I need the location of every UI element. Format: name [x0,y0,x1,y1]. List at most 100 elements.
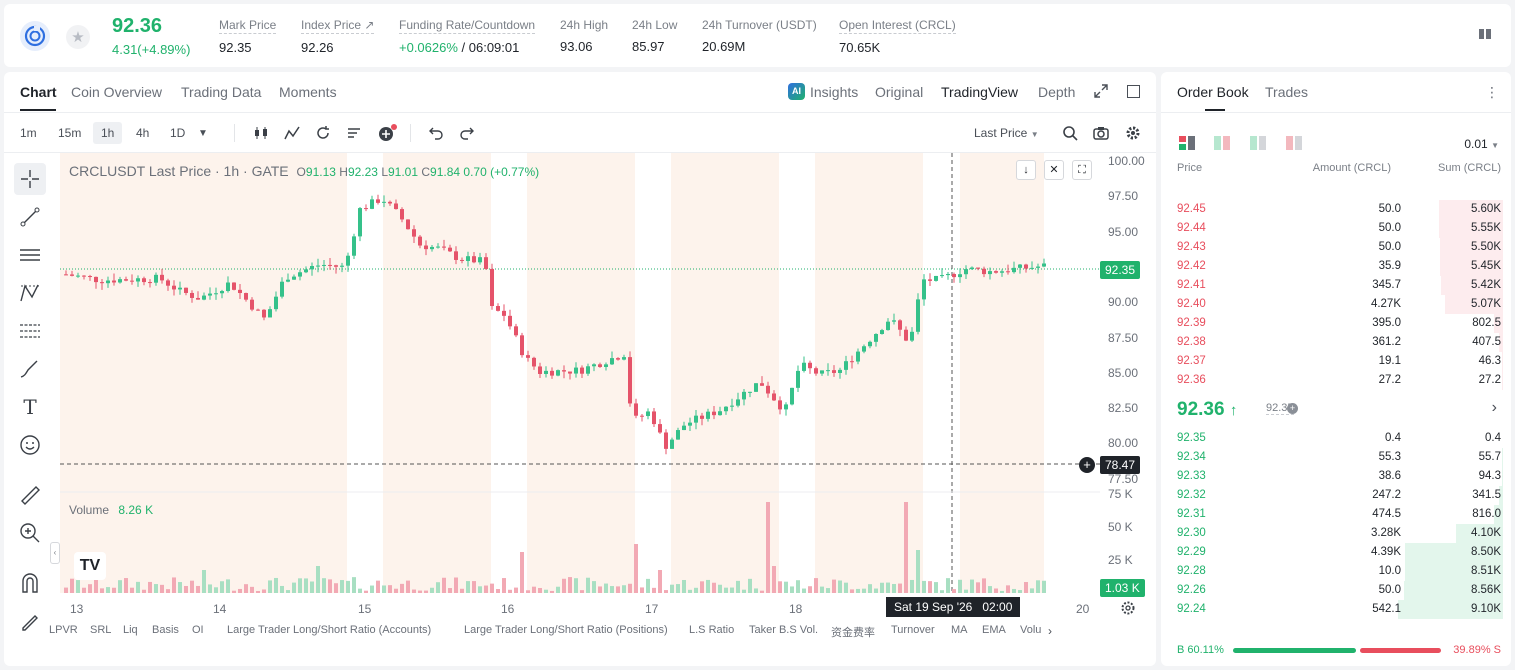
bids-row[interactable]: 92.35 0.4 0.4 [1177,429,1501,448]
asks-row[interactable]: 92.37 19.1 46.3 [1177,352,1503,371]
tab-original[interactable]: Original [875,84,924,100]
fullscreen-icon[interactable]: ⛶ [1072,160,1092,180]
add-indicator-icon[interactable] [378,124,398,145]
view-both-icon[interactable] [1179,136,1195,153]
indicator-tab[interactable]: Large Trader Long/Short Ratio (Accounts) [227,624,432,636]
asks-row[interactable]: 92.43 50.0 5.50K [1177,238,1503,257]
tab-moments[interactable]: Moments [279,84,337,100]
stat-open-interest[interactable]: Open Interest (CRCL) 70.65K [839,18,956,55]
add-alert-icon[interactable]: + [1079,457,1095,473]
trend-line-tool-icon[interactable] [14,201,46,233]
collapse-icon[interactable]: ✕ [1044,160,1064,180]
replay-icon[interactable] [315,125,331,144]
asks-row[interactable]: 92.45 50.0 5.60K [1177,200,1503,219]
interval-15m[interactable]: 15m [58,126,82,140]
tab-chart[interactable]: Chart [20,84,57,100]
chevron-right-icon[interactable]: › [1491,399,1497,416]
bids-row[interactable]: 92.32 247.2 341.5 [1177,486,1503,505]
expand-icon[interactable] [1094,84,1108,101]
stat-index-price[interactable]: Index Price ↗ 92.26 [301,18,375,55]
indicator-tab[interactable]: Taker B.S Vol. [749,624,819,636]
collapse-toolbar-icon[interactable]: ‹ [50,542,60,564]
pattern-tool-icon[interactable] [14,277,46,309]
fib-tool-icon[interactable] [14,315,46,347]
view-bids-icon[interactable] [1250,136,1266,153]
window-icon[interactable] [1127,85,1140,98]
indicator-tab[interactable]: EMA [982,624,1006,636]
zoom-in-tool-icon[interactable] [14,517,46,549]
bids-row[interactable]: 92.33 38.6 94.3 [1177,467,1503,486]
indicator-tab[interactable]: Large Trader Long/Short Ratio (Positions… [464,624,668,636]
indicator-tab[interactable]: MA [951,624,968,636]
brush-tool-icon[interactable] [14,353,46,385]
indicator-tab[interactable]: Volu [1020,624,1042,636]
asks-row[interactable]: 92.41 345.7 5.42K [1177,276,1503,295]
chart-settings-icon[interactable] [1120,600,1136,619]
interval-1h[interactable]: 1h [93,122,123,144]
undo-icon[interactable] [428,126,444,143]
tab-coin-overview[interactable]: Coin Overview [71,84,163,100]
interval-1d[interactable]: 1D [170,126,186,140]
bids-row[interactable]: 92.24 542.1 9.10K [1177,600,1503,619]
asks-row[interactable]: 92.40 4.27K 5.07K [1177,295,1503,314]
indicator-tab[interactable]: Turnover [891,624,935,636]
bids-row[interactable]: 92.34 55.3 55.7 [1177,448,1503,467]
stat-funding-rate[interactable]: Funding Rate/Countdown +0.0626% / 06:09:… [399,18,536,55]
book-icon[interactable] [1477,26,1495,44]
tab-insights[interactable]: Insights [810,84,859,100]
price-chart[interactable] [60,153,1100,593]
precision-select[interactable]: 0.01 ▼ [1464,137,1499,151]
settings-gear-icon[interactable] [1125,125,1141,144]
asks-row[interactable]: 92.36 27.2 27.2 [1177,371,1503,390]
favorite-star-icon[interactable]: ★ [66,25,90,49]
volume-bar [274,577,278,593]
indicators-icon[interactable] [284,125,300,144]
indicator-scroll-right-icon[interactable]: › [1048,624,1052,638]
search-icon[interactable] [1062,125,1078,144]
interval-1m[interactable]: 1m [20,126,37,140]
magnet-tool-icon[interactable] [14,567,46,599]
stat-mark-price[interactable]: Mark Price 92.35 [219,18,277,55]
tab-order-book[interactable]: Order Book [1177,84,1249,100]
asks-row[interactable]: 92.38 361.2 407.5 [1177,333,1503,352]
tab-depth[interactable]: Depth [1038,84,1076,100]
indicator-tab[interactable]: Basis [152,624,179,636]
bids-row[interactable]: 92.31 474.5 816.0 [1177,505,1503,524]
indicator-tab[interactable]: OI [192,624,204,636]
tab-tradingview[interactable]: TradingView [941,84,1019,100]
indicator-tab[interactable]: LPVR [49,624,78,636]
bids-row[interactable]: 92.26 50.0 8.56K [1177,581,1503,600]
view-asks-icon[interactable] [1286,136,1302,153]
indicator-tab[interactable]: L.S Ratio [689,624,735,636]
lock-pen-tool-icon[interactable] [14,605,46,637]
more-menu-icon[interactable]: ⋮ [1485,84,1499,100]
bids-row[interactable]: 92.29 4.39K 8.50K [1177,543,1503,562]
tab-trades[interactable]: Trades [1265,84,1309,100]
candle [856,351,860,362]
ruler-tool-icon[interactable] [14,479,46,511]
redo-icon[interactable] [459,126,475,143]
indicator-tab[interactable]: 资金费率 [831,627,875,639]
indicator-tab[interactable]: Liq [123,624,138,636]
candle-type-icon[interactable] [253,125,269,144]
view-split-icon[interactable] [1214,136,1230,153]
asks-price: 92.40 [1177,298,1206,310]
horizontal-lines-tool-icon[interactable] [14,239,46,271]
indicator-tab[interactable]: SRL [90,624,112,636]
interval-dropdown-icon[interactable]: ▼ [198,128,208,139]
price-type-select[interactable]: Last Price ▼ [974,126,1039,140]
text-tool-icon[interactable]: T [23,395,37,419]
asks-row[interactable]: 92.39 395.0 802.5 [1177,314,1503,333]
emoji-tool-icon[interactable] [14,429,46,461]
crosshair-tool-icon[interactable] [14,163,46,195]
bids-row[interactable]: 92.30 3.28K 4.10K [1177,524,1503,543]
bids-row[interactable]: 92.28 10.0 8.51K [1177,562,1503,581]
tab-trading-data[interactable]: Trading Data [181,84,262,100]
asks-row[interactable]: 92.42 35.9 5.45K [1177,257,1503,276]
asks-row[interactable]: 92.44 50.0 5.55K [1177,219,1503,238]
interval-4h[interactable]: 4h [136,126,150,140]
scroll-down-icon[interactable]: ↓ [1016,160,1036,180]
candle [448,247,452,252]
camera-icon[interactable] [1093,125,1109,144]
templates-icon[interactable] [346,125,362,144]
